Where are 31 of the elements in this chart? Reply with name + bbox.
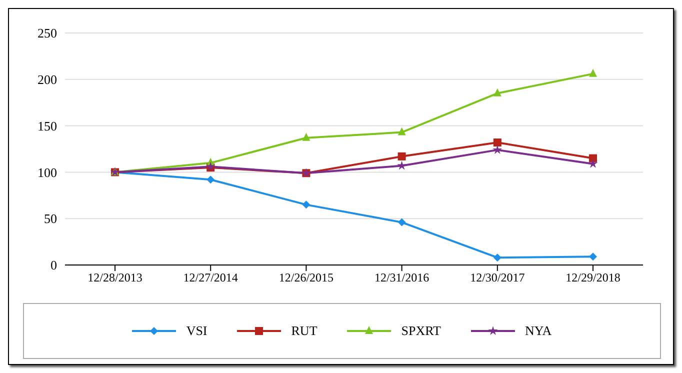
x-tick-label: 12/29/2018 <box>566 270 620 285</box>
y-tick-label: 150 <box>38 118 57 134</box>
point <box>493 88 502 96</box>
y-tick-label: 50 <box>44 211 57 226</box>
legend-label: NYA <box>524 323 552 339</box>
y-tick-label: 200 <box>38 72 57 88</box>
point <box>302 132 310 141</box>
point <box>397 160 407 170</box>
x-tick-label: 12/30/2017 <box>470 270 525 285</box>
y-tick-label: 0 <box>50 258 57 273</box>
point <box>589 154 597 162</box>
x-tick-label: 12/31/2016 <box>374 270 430 285</box>
point <box>589 68 597 77</box>
legend-label: VSI <box>186 323 208 339</box>
point <box>302 200 310 209</box>
y-tick-label: 100 <box>38 164 57 180</box>
legend-label: RUT <box>291 323 318 339</box>
point <box>398 218 406 226</box>
legend-label: SPXRT <box>401 323 441 339</box>
point <box>493 254 502 262</box>
y-tick-label: 250 <box>38 26 57 41</box>
point <box>398 152 406 160</box>
point <box>398 127 406 136</box>
x-tick-label: 12/26/2015 <box>278 270 334 285</box>
point <box>492 144 502 154</box>
point <box>588 158 598 168</box>
point <box>493 138 502 147</box>
point <box>206 176 215 184</box>
x-tick-label: 12/27/2014 <box>183 270 238 285</box>
point <box>589 252 597 261</box>
x-tick-label: 12/28/2013 <box>88 270 142 285</box>
